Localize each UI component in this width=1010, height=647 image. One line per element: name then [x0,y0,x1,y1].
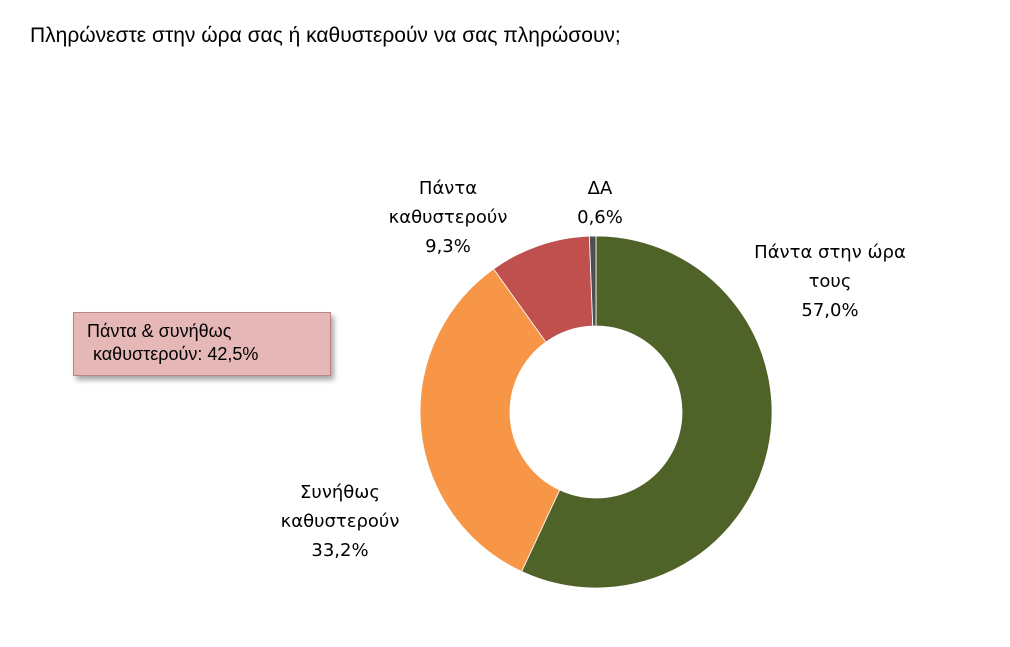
slice-0 [521,235,773,589]
slice-category-label: ΔΑ [588,178,613,199]
slice-3 [588,235,597,327]
summary-callout: Πάντα & συνήθως καθυστερούν: 42,5% [73,312,331,376]
slice-value-label: 57,0% [801,300,858,321]
slice-value-label: 9,3% [425,236,471,257]
slice-label-1: Συνήθως καθυστερούν 33,2% [281,482,400,561]
slice-label-3: ΔΑ 0,6% [577,178,623,228]
callout-line-1: Πάντα & συνήθως [87,321,232,341]
slice-category-label: Πάντα [419,178,477,199]
chart-title: Πληρώνεστε στην ώρα σας ή καθυστερούν να… [30,24,621,47]
slice-value-label: 0,6% [577,207,623,228]
slice-label-2: Πάντα καθυστερούν 9,3% [389,178,508,257]
slice-category-label: καθυστερούν [281,511,400,532]
slice-category-label: Πάντα στην ώρα [754,242,906,263]
slice-label-0: Πάντα στην ώρα τους 57,0% [754,242,906,321]
slice-category-label: Συνήθως [300,482,380,503]
slice-category-label: καθυστερούν [389,207,508,228]
callout-line-2: καθυστερούν: 42,5% [93,344,259,364]
donut-slices [419,235,773,589]
slice-labels: Πάντα στην ώρα τους 57,0% Συνήθως καθυστερού… [281,178,906,561]
slice-1 [419,268,561,573]
slice-category-label: τους [809,271,852,292]
slice-value-label: 33,2% [311,540,368,561]
